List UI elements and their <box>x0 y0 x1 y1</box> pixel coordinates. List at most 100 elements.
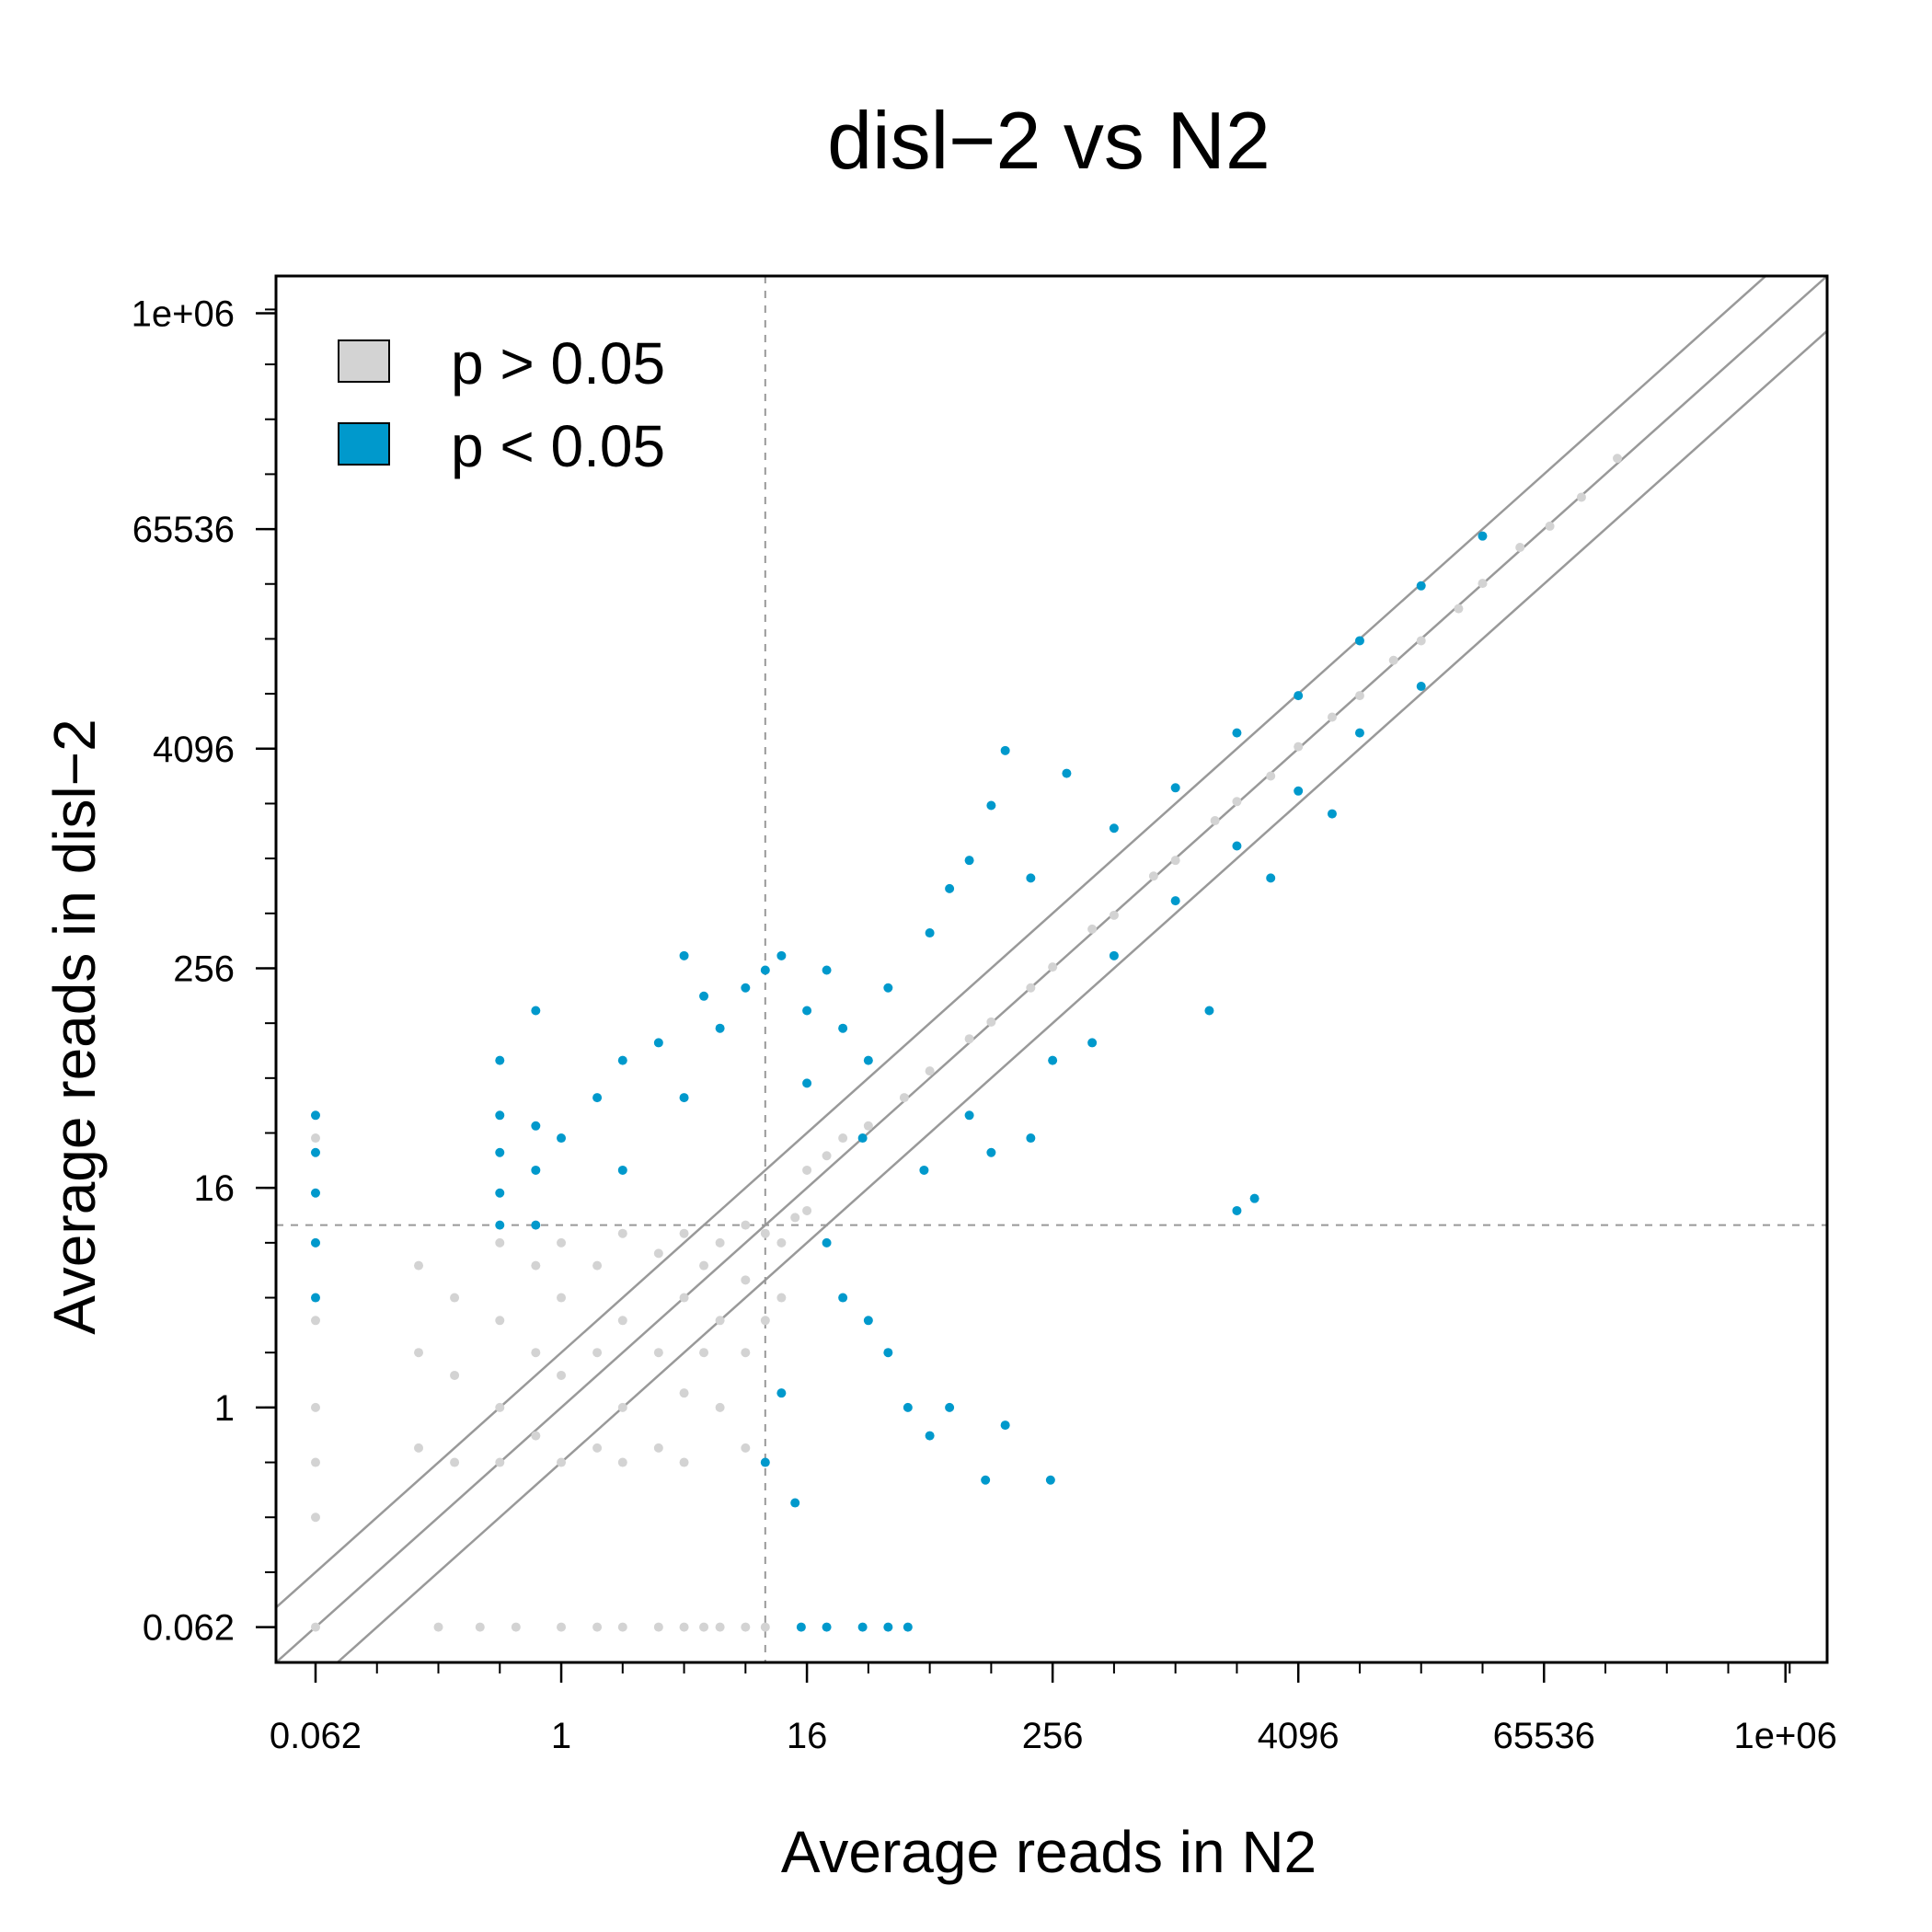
point-1-58 <box>1087 1038 1098 1048</box>
point-1-25 <box>776 950 787 960</box>
point-0-62 <box>1048 962 1058 972</box>
point-1-26 <box>802 1006 812 1016</box>
point-1-32 <box>925 928 935 938</box>
point-1-64 <box>1416 682 1426 692</box>
point-0-54 <box>822 1151 832 1161</box>
legend-label-significant: p < 0.05 <box>451 413 665 479</box>
point-1-54 <box>964 1110 974 1121</box>
point-1-43 <box>1354 636 1364 646</box>
point-0-38 <box>699 1260 709 1271</box>
point-0-39 <box>699 1348 709 1358</box>
x-tick-label-5: 65536 <box>1493 1716 1595 1756</box>
point-1-20 <box>679 950 689 960</box>
point-1-60 <box>1170 896 1180 906</box>
y-tick-label-0: 0.062 <box>143 1608 235 1649</box>
point-1-16 <box>617 1055 627 1065</box>
point-1-19 <box>679 1093 689 1103</box>
point-1-44 <box>1416 581 1426 591</box>
point-1-24 <box>760 965 770 975</box>
point-0-73 <box>1388 655 1398 665</box>
point-1-57 <box>1048 1055 1058 1065</box>
point-1-76 <box>857 1622 868 1632</box>
point-0-12 <box>450 1457 460 1467</box>
point-0-13 <box>495 1237 505 1248</box>
point-1-56 <box>1026 1133 1036 1144</box>
point-0-11 <box>450 1370 460 1380</box>
x-tick-label-3: 256 <box>1022 1716 1084 1756</box>
point-1-70 <box>1000 1420 1010 1431</box>
point-1-3 <box>310 1237 320 1248</box>
point-1-40 <box>1170 783 1180 793</box>
point-1-72 <box>981 1475 991 1485</box>
point-0-48 <box>760 1316 770 1326</box>
point-0-63 <box>1087 924 1098 934</box>
point-0-42 <box>715 1402 725 1412</box>
point-1-66 <box>1204 1006 1214 1016</box>
point-1-37 <box>1026 873 1036 883</box>
y-axis: 0.062 1 16 256 4096 65536 1e+06 <box>132 293 276 1649</box>
chart-title: disl−2 vs N2 <box>827 95 1271 186</box>
point-1-18 <box>653 1038 663 1048</box>
point-1-31 <box>883 983 893 993</box>
point-1-74 <box>796 1622 806 1632</box>
legend: p > 0.05 p < 0.05 <box>338 330 665 479</box>
point-1-75 <box>822 1622 832 1632</box>
point-1-11 <box>531 1220 541 1230</box>
point-1-42 <box>1294 691 1304 701</box>
legend-swatch-not-significant <box>338 339 390 383</box>
point-1-67 <box>1232 1205 1242 1215</box>
point-0-77 <box>1515 542 1525 552</box>
point-0-90 <box>715 1622 725 1632</box>
point-0-36 <box>679 1388 689 1398</box>
point-1-22 <box>715 1023 725 1033</box>
point-0-17 <box>531 1260 541 1271</box>
point-0-59 <box>964 1034 974 1044</box>
point-1-62 <box>1294 786 1304 796</box>
point-1-53 <box>919 1165 929 1175</box>
point-1-34 <box>964 856 974 866</box>
point-0-56 <box>863 1121 873 1131</box>
point-0-30 <box>617 1457 627 1467</box>
point-0-72 <box>1354 691 1364 701</box>
point-0-0 <box>310 1133 320 1144</box>
point-0-84 <box>557 1622 567 1632</box>
point-1-29 <box>838 1023 848 1033</box>
point-1-45 <box>1478 531 1488 541</box>
y-tick-label-5: 65536 <box>132 510 235 550</box>
x-tick-label-0: 0.062 <box>270 1716 362 1756</box>
point-0-79 <box>1576 492 1586 502</box>
point-0-64 <box>1109 910 1119 920</box>
point-0-4 <box>310 1457 320 1467</box>
point-0-50 <box>776 1293 787 1303</box>
point-0-67 <box>1210 816 1220 826</box>
y-tick-label-6: 1e+06 <box>132 293 235 334</box>
point-1-68 <box>1249 1193 1259 1203</box>
x-axis-label: Average reads in N2 <box>781 1819 1317 1885</box>
point-0-49 <box>776 1237 787 1248</box>
legend-label-not-significant: p > 0.05 <box>451 330 665 397</box>
y-axis-label: Average reads in disl−2 <box>41 719 108 1334</box>
point-0-51 <box>790 1213 800 1223</box>
point-0-89 <box>699 1622 709 1632</box>
point-0-60 <box>986 1017 996 1027</box>
point-0-68 <box>1232 797 1242 807</box>
point-1-77 <box>883 1622 893 1632</box>
point-0-32 <box>653 1348 663 1358</box>
point-0-16 <box>495 1457 505 1467</box>
point-0-40 <box>715 1237 725 1248</box>
x-tick-label-1: 1 <box>551 1716 571 1756</box>
point-0-6 <box>310 1622 320 1632</box>
point-1-30 <box>863 1055 873 1065</box>
point-0-53 <box>802 1205 812 1215</box>
point-0-43 <box>741 1220 751 1230</box>
point-0-22 <box>557 1370 567 1380</box>
point-1-71 <box>1045 1475 1055 1485</box>
point-1-65 <box>1266 873 1276 883</box>
point-1-9 <box>531 1121 541 1131</box>
point-1-7 <box>495 1188 505 1198</box>
point-0-71 <box>1327 712 1337 722</box>
point-1-52 <box>857 1133 868 1144</box>
point-0-65 <box>1148 871 1158 881</box>
point-0-44 <box>741 1275 751 1285</box>
